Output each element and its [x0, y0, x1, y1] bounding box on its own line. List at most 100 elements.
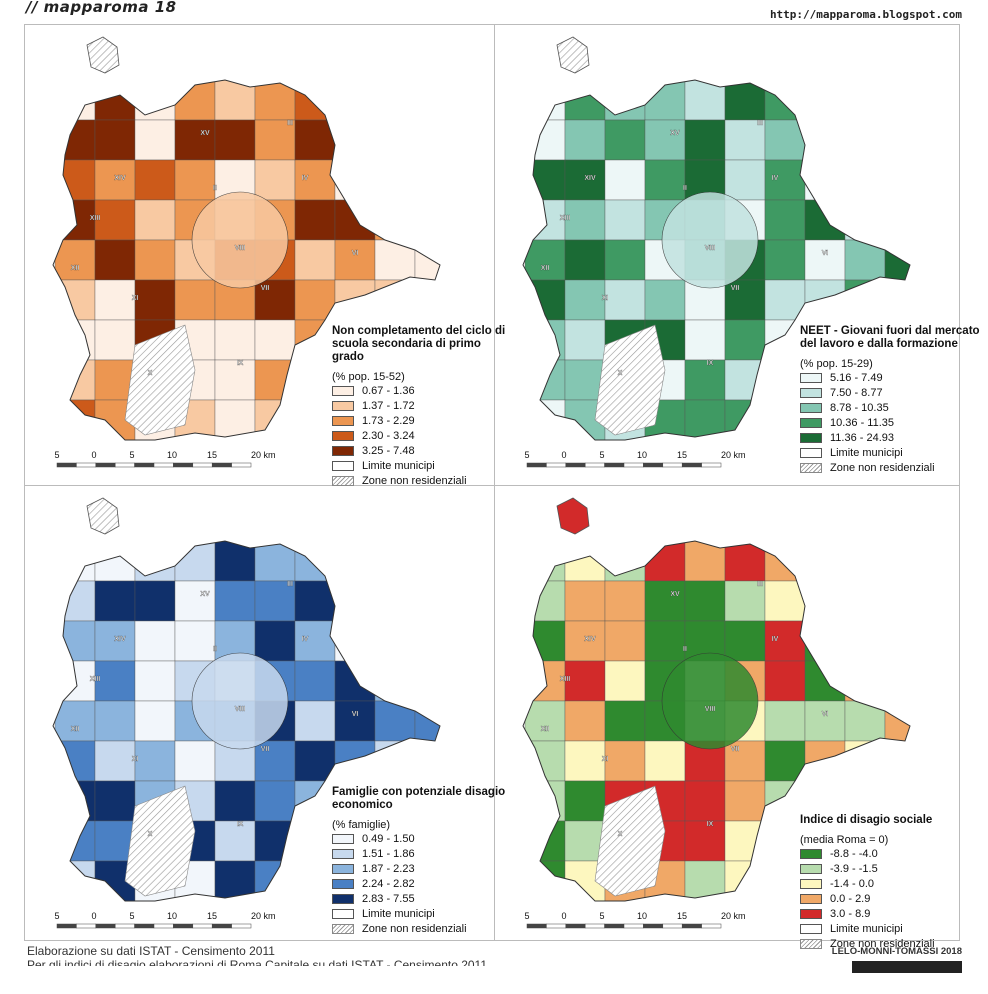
district-area: [804, 660, 846, 702]
legend-swatch: [800, 373, 822, 383]
footer-authors: LELO-MONNI-TOMASSI 2018: [831, 946, 962, 957]
district-area: [524, 359, 566, 401]
district-area: [254, 740, 296, 782]
district-area: [564, 700, 606, 742]
legend-label: 5.16 - 7.49: [830, 372, 883, 384]
municipio-label: XV: [200, 130, 210, 137]
district-area: [294, 199, 336, 241]
district-area: [844, 740, 886, 782]
municipio-label: VI: [822, 711, 829, 718]
legend-swatch: [800, 448, 822, 458]
district-area: [764, 660, 806, 702]
scale-label: 15: [207, 911, 217, 921]
municipio-label: XII: [541, 726, 550, 733]
municipio-label: X: [618, 831, 623, 838]
district-area: [174, 80, 216, 121]
district-area: [334, 80, 376, 121]
municipio-label: VII: [731, 746, 740, 753]
district-area: [334, 119, 376, 161]
municipio-label: XIII: [560, 676, 571, 683]
legend-swatch: [332, 476, 354, 486]
district-area: [294, 359, 336, 401]
district-area: [684, 80, 726, 121]
district-area: [724, 279, 766, 321]
legend-swatch: [800, 433, 822, 443]
district-area: [294, 700, 336, 742]
legend-swatch: [800, 879, 822, 889]
district-area: [604, 620, 646, 662]
district-area: [374, 620, 416, 662]
legend-swatch: [800, 894, 822, 904]
district-area: [764, 580, 806, 622]
brand-title: // mapparoma 18: [26, 0, 177, 16]
map-legend: NEET - Giovani fuori dal mercato del lav…: [800, 325, 980, 475]
district-area: [254, 279, 296, 321]
northern-enclave: [556, 497, 590, 535]
district-area: [214, 319, 256, 361]
municipio-label: XV: [200, 591, 210, 598]
district-area: [94, 620, 136, 662]
district-area: [294, 620, 336, 662]
vertical-divider: [494, 25, 495, 940]
municipio-label: IV: [772, 175, 779, 182]
district-area: [604, 580, 646, 622]
district-area: [764, 820, 806, 862]
district-area: [294, 860, 336, 901]
municipio-label: XI: [132, 295, 139, 302]
legend-class: 5.16 - 7.49: [800, 371, 980, 385]
municipio-label: VII: [731, 285, 740, 292]
district-area: [414, 740, 440, 782]
city-boundary: [52, 79, 441, 441]
choropleth-map: XV III XIV IV XIII II VI XII VIII VII XI IX X 5 0 5 10 15…: [52, 497, 441, 929]
district-area: [684, 780, 726, 822]
district-area: [524, 239, 566, 281]
district-area: [214, 820, 256, 862]
district-area: [604, 700, 646, 742]
district-area: [844, 119, 886, 161]
district-area: [414, 620, 440, 662]
scale-bar: 5 0 5 10 15 20 km: [524, 450, 746, 468]
legend-class: -8.8 - -4.0: [800, 847, 980, 861]
district-area: [374, 159, 416, 201]
municipio-label: IV: [772, 636, 779, 643]
source-url[interactable]: http://mapparoma.blogspot.com: [769, 8, 962, 21]
district-area: [294, 399, 336, 440]
district-area: [524, 860, 566, 901]
municipio-label: II: [213, 185, 217, 192]
district-area: [764, 700, 806, 742]
district-area: [54, 239, 96, 281]
district-area: [414, 700, 440, 742]
legend-swatch: [800, 939, 822, 949]
scale-bar: 5 0 5 10 15 20 km: [54, 450, 276, 468]
legend-label: 0.67 - 1.36: [362, 385, 415, 397]
district-area: [54, 159, 96, 201]
district-area: [254, 159, 296, 201]
district-area: [94, 279, 136, 321]
northern-enclave: [556, 36, 590, 74]
map-legend: Non completamento del ciclo di scuola se…: [332, 325, 512, 488]
district-area: [604, 159, 646, 201]
scale-label: 20 km: [251, 911, 276, 921]
district-area: [134, 620, 176, 662]
district-area: [644, 80, 686, 121]
district-area: [134, 740, 176, 782]
district-area: [414, 199, 440, 241]
district-area: [524, 820, 566, 862]
legend-class: 0.49 - 1.50: [332, 832, 512, 846]
district-area: [54, 780, 96, 822]
municipio-label: XI: [602, 756, 609, 763]
district-area: [54, 541, 96, 582]
city-boundary: [52, 540, 441, 902]
district-area: [524, 399, 566, 440]
district-area: [94, 159, 136, 201]
district-area: [724, 119, 766, 161]
legend-swatch: [800, 909, 822, 919]
district-area: [374, 199, 416, 241]
choropleth-map: XV III XIV IV XIII II VI XII VIII VII XI IX X 5 0 5 10 15…: [522, 497, 911, 929]
scale-label: 5: [599, 911, 604, 921]
district-area: [684, 541, 726, 582]
district-area: [564, 199, 606, 241]
district-area: [254, 119, 296, 161]
district-area: [294, 159, 336, 201]
district-area: [764, 359, 806, 401]
